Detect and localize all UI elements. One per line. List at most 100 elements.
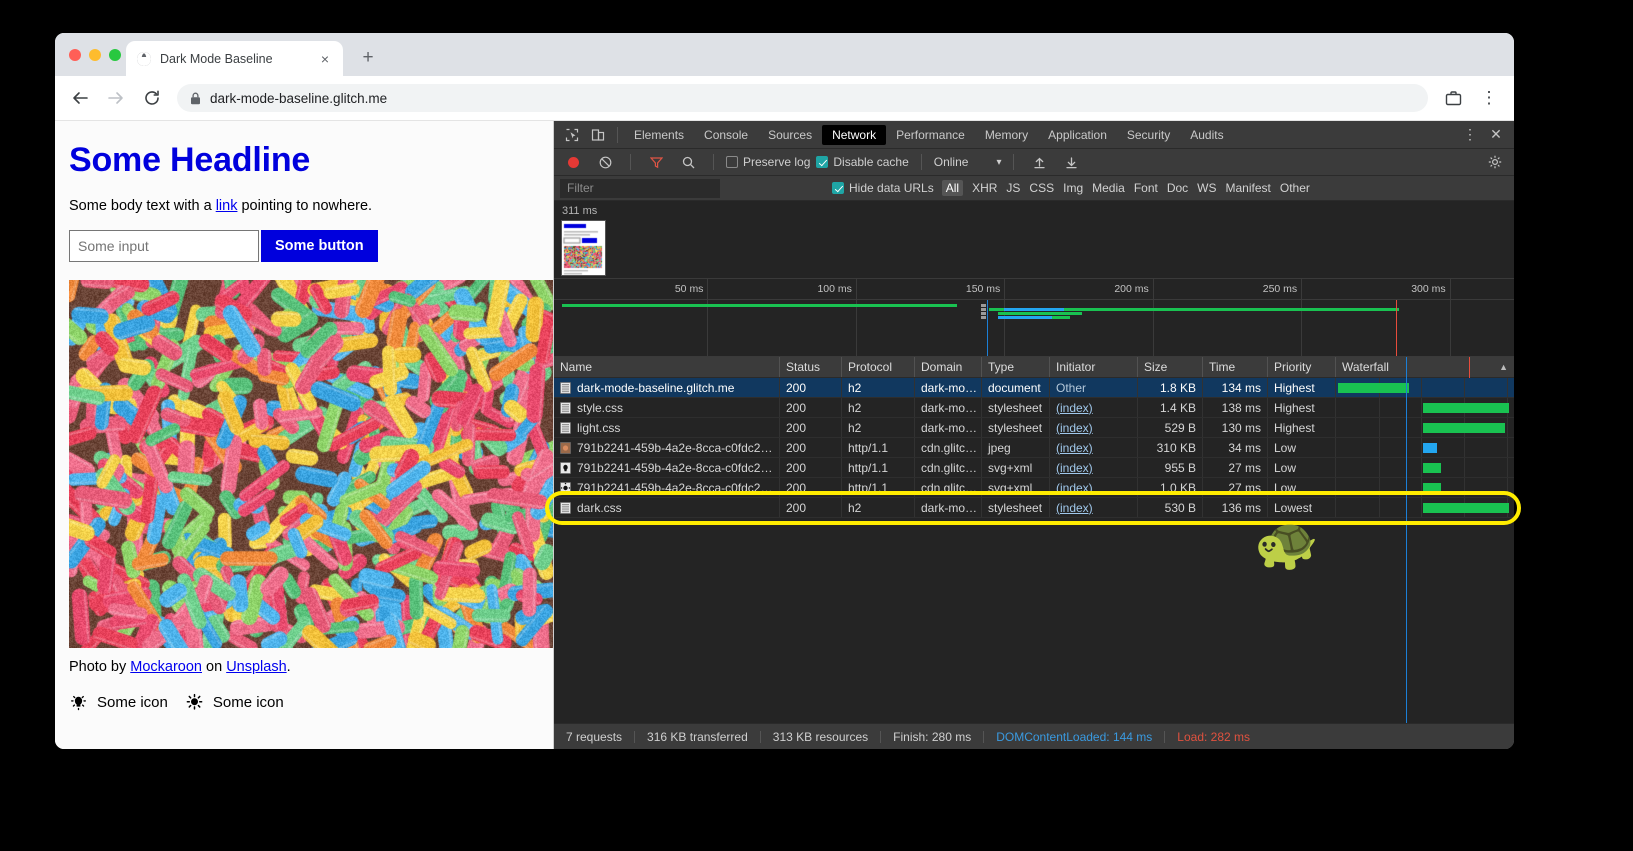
table-row[interactable]: dark.css 200 h2 dark-mo… stylesheet (index) 53… <box>554 498 1514 518</box>
new-tab-button[interactable]: + <box>357 46 379 68</box>
briefcase-icon[interactable] <box>1442 87 1464 109</box>
type-filter-media[interactable]: Media <box>1092 181 1125 195</box>
cell-initiator: (index) <box>1050 438 1138 457</box>
browser-menu-button[interactable]: ⋮ <box>1478 87 1500 109</box>
cell-initiator: (index) <box>1050 458 1138 477</box>
cell-status: 200 <box>780 498 842 517</box>
network-overview[interactable]: 311 ms <box>554 201 1514 279</box>
upload-icon[interactable] <box>1026 150 1052 174</box>
column-header-name[interactable]: Name <box>554 357 780 377</box>
column-header-status[interactable]: Status <box>780 357 842 377</box>
minimize-window-button[interactable] <box>89 49 101 61</box>
type-filter-doc[interactable]: Doc <box>1167 181 1188 195</box>
credit-link-mockaroon[interactable]: Mockaroon <box>130 659 202 675</box>
filmstrip-thumbnail[interactable] <box>561 220 606 276</box>
rendered-page: Some Headline Some body text with a link… <box>55 121 554 749</box>
type-filter-other[interactable]: Other <box>1280 181 1310 195</box>
search-icon[interactable] <box>675 150 701 174</box>
body-link[interactable]: link <box>216 198 238 214</box>
type-filter-xhr[interactable]: XHR <box>972 181 997 195</box>
table-row[interactable]: light.css 200 h2 dark-mo… stylesheet (index) 5… <box>554 418 1514 438</box>
hide-data-urls-checkbox[interactable] <box>832 182 844 194</box>
cell-protocol-value: http/1.1 <box>848 481 888 495</box>
type-filter-ws[interactable]: WS <box>1197 181 1216 195</box>
tab-elements[interactable]: Elements <box>624 125 694 145</box>
hide-data-urls-toggle[interactable]: Hide data URLs <box>832 181 934 195</box>
column-header-protocol[interactable]: Protocol <box>842 357 915 377</box>
record-icon[interactable] <box>560 150 586 174</box>
column-header-priority[interactable]: Priority <box>1268 357 1336 377</box>
cell-protocol: h2 <box>842 498 915 517</box>
cell-initiator-value[interactable]: (index) <box>1056 481 1093 495</box>
gear-icon[interactable] <box>1482 150 1508 174</box>
back-arrow-icon <box>71 89 89 107</box>
cell-initiator-value[interactable]: (index) <box>1056 401 1093 415</box>
close-devtools-icon[interactable]: ✕ <box>1483 123 1509 147</box>
type-filter-all[interactable]: All <box>942 180 963 196</box>
column-header-domain[interactable]: Domain <box>915 357 982 377</box>
column-header-waterfall[interactable]: Waterfall ▲ <box>1336 357 1514 377</box>
cell-initiator-value[interactable]: (index) <box>1056 441 1093 455</box>
close-window-button[interactable] <box>69 49 81 61</box>
tab-performance[interactable]: Performance <box>886 125 975 145</box>
download-icon[interactable] <box>1058 150 1084 174</box>
cell-initiator-value[interactable]: (index) <box>1056 421 1093 435</box>
cell-time: 134 ms <box>1203 378 1268 397</box>
browser-tab[interactable]: Dark Mode Baseline × <box>126 41 343 76</box>
tab-security[interactable]: Security <box>1117 125 1180 145</box>
disable-cache-toggle[interactable]: Disable cache <box>816 155 908 169</box>
preserve-log-checkbox[interactable] <box>726 156 738 168</box>
column-header-type[interactable]: Type <box>982 357 1050 377</box>
timeline-dcl-marker <box>987 300 988 356</box>
reload-button[interactable] <box>141 87 163 109</box>
clear-icon[interactable] <box>592 150 618 174</box>
filter-icon[interactable] <box>643 150 669 174</box>
more-vertical-icon[interactable]: ⋮ <box>1457 123 1483 147</box>
column-header-initiator[interactable]: Initiator <box>1050 357 1138 377</box>
tab-audits[interactable]: Audits <box>1180 125 1233 145</box>
table-row[interactable]: 791b2241-459b-4a2e-8cca-c0fdc2… 200 http/1… <box>554 438 1514 458</box>
type-filter-manifest[interactable]: Manifest <box>1226 181 1271 195</box>
filter-input[interactable]: Filter <box>560 179 720 198</box>
ruler-tick-label: 300 ms <box>1411 283 1449 295</box>
timeline-stub <box>981 304 986 307</box>
disable-cache-checkbox[interactable] <box>816 156 828 168</box>
maximize-window-button[interactable] <box>109 49 121 61</box>
table-row[interactable]: style.css 200 h2 dark-mo… stylesheet (index) 1… <box>554 398 1514 418</box>
throttling-select[interactable]: Online ▾ <box>934 155 1002 169</box>
table-row[interactable]: dark-mode-baseline.glitch.me 200 h2 dark-mo… <box>554 378 1514 398</box>
tab-memory[interactable]: Memory <box>975 125 1038 145</box>
cell-domain-value: dark-mo… <box>921 381 977 395</box>
cell-status: 200 <box>780 478 842 497</box>
cell-type-value: jpeg <box>988 441 1011 455</box>
close-tab-button[interactable]: × <box>317 51 333 67</box>
cell-initiator-value[interactable]: (index) <box>1056 501 1093 515</box>
page-form: Some input Some button <box>69 230 539 262</box>
window-controls[interactable] <box>69 49 121 61</box>
preserve-log-toggle[interactable]: Preserve log <box>726 155 810 169</box>
forward-button[interactable] <box>105 87 127 109</box>
column-header-time[interactable]: Time <box>1203 357 1268 377</box>
type-filter-font[interactable]: Font <box>1134 181 1158 195</box>
some-button[interactable]: Some button <box>261 230 378 262</box>
device-toolbar-icon[interactable] <box>585 123 611 147</box>
cell-initiator-value[interactable]: (index) <box>1056 461 1093 475</box>
table-row[interactable]: 791b2241-459b-4a2e-8cca-c0fdc2… 200 http/1… <box>554 478 1514 498</box>
tab-application[interactable]: Application <box>1038 125 1117 145</box>
cell-type-value: svg+xml <box>988 481 1032 495</box>
type-filter-img[interactable]: Img <box>1063 181 1083 195</box>
column-header-size[interactable]: Size <box>1138 357 1203 377</box>
tab-console[interactable]: Console <box>694 125 758 145</box>
some-input[interactable]: Some input <box>69 230 259 262</box>
tab-sources[interactable]: Sources <box>758 125 822 145</box>
address-bar[interactable]: dark-mode-baseline.glitch.me <box>177 84 1428 112</box>
cell-time: 138 ms <box>1203 398 1268 417</box>
type-filter-js[interactable]: JS <box>1006 181 1020 195</box>
inspect-element-icon[interactable] <box>559 123 585 147</box>
timeline-stub <box>981 316 986 319</box>
type-filter-css[interactable]: CSS <box>1029 181 1054 195</box>
tab-network[interactable]: Network <box>822 125 886 145</box>
back-button[interactable] <box>69 87 91 109</box>
table-row[interactable]: 791b2241-459b-4a2e-8cca-c0fdc2… 200 http/1… <box>554 458 1514 478</box>
credit-link-unsplash[interactable]: Unsplash <box>226 659 286 675</box>
